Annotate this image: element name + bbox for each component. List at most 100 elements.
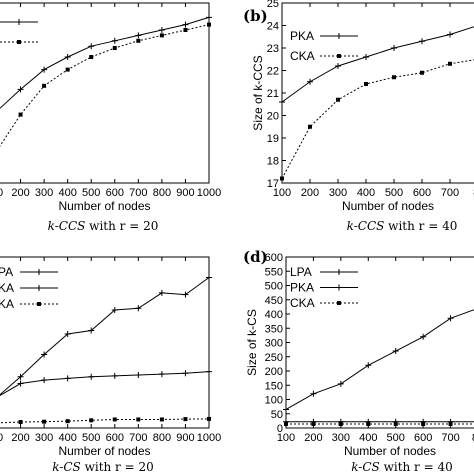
y-tick-label: 22 <box>267 66 279 78</box>
y-tick-label: 500 <box>265 281 283 293</box>
data-point <box>420 71 424 75</box>
data-point <box>135 372 141 378</box>
x-tick-label: 200 <box>304 432 322 444</box>
y-tick-label: 21 <box>267 88 279 100</box>
y-tick-label: 200 <box>265 366 283 378</box>
caption-condition: with r = 20 <box>85 219 158 233</box>
x-tick-label: 700 <box>129 432 147 444</box>
legend-label: PKA <box>290 281 314 295</box>
data-point <box>421 422 425 426</box>
y-tick-label: 250 <box>265 352 283 364</box>
x-tick-label: 1000 <box>197 432 221 444</box>
y-axis-label: Size of k-CS <box>245 309 259 376</box>
series-line <box>0 372 209 398</box>
y-tick-label: 0 <box>277 423 283 435</box>
data-point <box>182 22 188 28</box>
data-point <box>42 420 46 424</box>
chart-caption: k-CS with r = 20 <box>52 460 154 474</box>
series-line <box>0 419 209 423</box>
data-point <box>19 113 23 117</box>
data-point <box>182 370 188 376</box>
data-point <box>420 334 426 340</box>
x-tick-label: 700 <box>441 187 459 199</box>
data-point <box>364 82 368 86</box>
x-tick-label: 300 <box>332 432 350 444</box>
x-tick-label: 400 <box>357 187 375 199</box>
caption-condition: with r = 40 <box>384 219 457 233</box>
data-point <box>206 369 212 375</box>
data-point <box>42 84 46 88</box>
data-point <box>41 377 47 383</box>
data-point <box>89 55 93 59</box>
x-tick-label: 600 <box>413 187 431 199</box>
x-tick-label: 00 <box>0 187 3 199</box>
y-tick-label: 300 <box>265 338 283 350</box>
x-tick-label: 200 <box>11 187 29 199</box>
data-point <box>336 98 340 102</box>
y-axis-label: Size of k-CCS <box>251 55 265 130</box>
caption-metric: k-CS <box>351 460 380 474</box>
legend-marker <box>336 33 342 39</box>
x-tick-label: 300 <box>35 432 53 444</box>
data-point <box>159 290 165 296</box>
legend-marker <box>337 54 341 58</box>
x-tick-label: 600 <box>414 432 432 444</box>
x-tick-label: 1000 <box>197 187 221 199</box>
chart-caption: k-CCS with r = 40 <box>347 219 458 233</box>
data-point <box>363 54 369 60</box>
data-point <box>365 362 371 368</box>
data-point <box>88 374 94 380</box>
data-point <box>311 422 315 426</box>
data-point <box>113 46 117 50</box>
data-point <box>310 391 316 397</box>
caption-condition: with r = 40 <box>380 460 453 474</box>
data-point <box>88 43 94 49</box>
chart-caption: k-CCS with r = 20 <box>48 219 159 233</box>
plot-frame <box>0 3 209 183</box>
legend-marker <box>36 285 42 291</box>
data-point <box>159 27 165 33</box>
chart-caption: k-CS with r = 40 <box>351 460 453 474</box>
data-point <box>112 38 118 44</box>
data-point <box>335 63 341 69</box>
x-tick-label: 300 <box>35 187 53 199</box>
legend-marker <box>36 269 42 275</box>
legend-label: PA <box>0 265 13 279</box>
panel-label-d: (d) <box>243 248 268 266</box>
x-tick-label: 400 <box>58 187 76 199</box>
caption-metric: k-CCS <box>48 219 86 233</box>
data-point <box>366 422 370 426</box>
data-point <box>448 315 454 321</box>
data-point <box>65 375 71 381</box>
data-point <box>89 418 93 422</box>
caption-metric: k-CCS <box>347 219 385 233</box>
data-point <box>112 373 118 379</box>
x-axis-label: Number of nodes <box>58 199 150 213</box>
plot-frame <box>0 257 209 428</box>
data-point <box>66 68 70 72</box>
y-tick-label: 24 <box>267 21 279 33</box>
data-point <box>136 417 140 421</box>
x-tick-label: 700 <box>129 187 147 199</box>
data-point <box>160 33 164 37</box>
y-tick-label: 100 <box>265 395 283 407</box>
y-tick-label: 400 <box>265 309 283 321</box>
legend-label: LPA <box>290 265 312 279</box>
x-tick-label: 600 <box>106 432 124 444</box>
x-axis-label: Number of nodes <box>342 199 434 213</box>
data-point <box>339 422 343 426</box>
data-point <box>183 28 187 32</box>
data-point <box>280 177 284 181</box>
x-tick-label: 400 <box>359 432 377 444</box>
legend-marker <box>17 40 21 44</box>
legend-label: CKA <box>290 296 315 310</box>
chart-panel-b: 1002003004005006007008(17181920212223242… <box>251 0 474 233</box>
data-point <box>206 14 212 20</box>
legend-marker <box>337 301 341 305</box>
panel-label-b: (b) <box>243 7 268 25</box>
x-tick-label: 200 <box>301 187 319 199</box>
caption-condition: with r = 20 <box>81 460 154 474</box>
data-point <box>393 348 399 354</box>
